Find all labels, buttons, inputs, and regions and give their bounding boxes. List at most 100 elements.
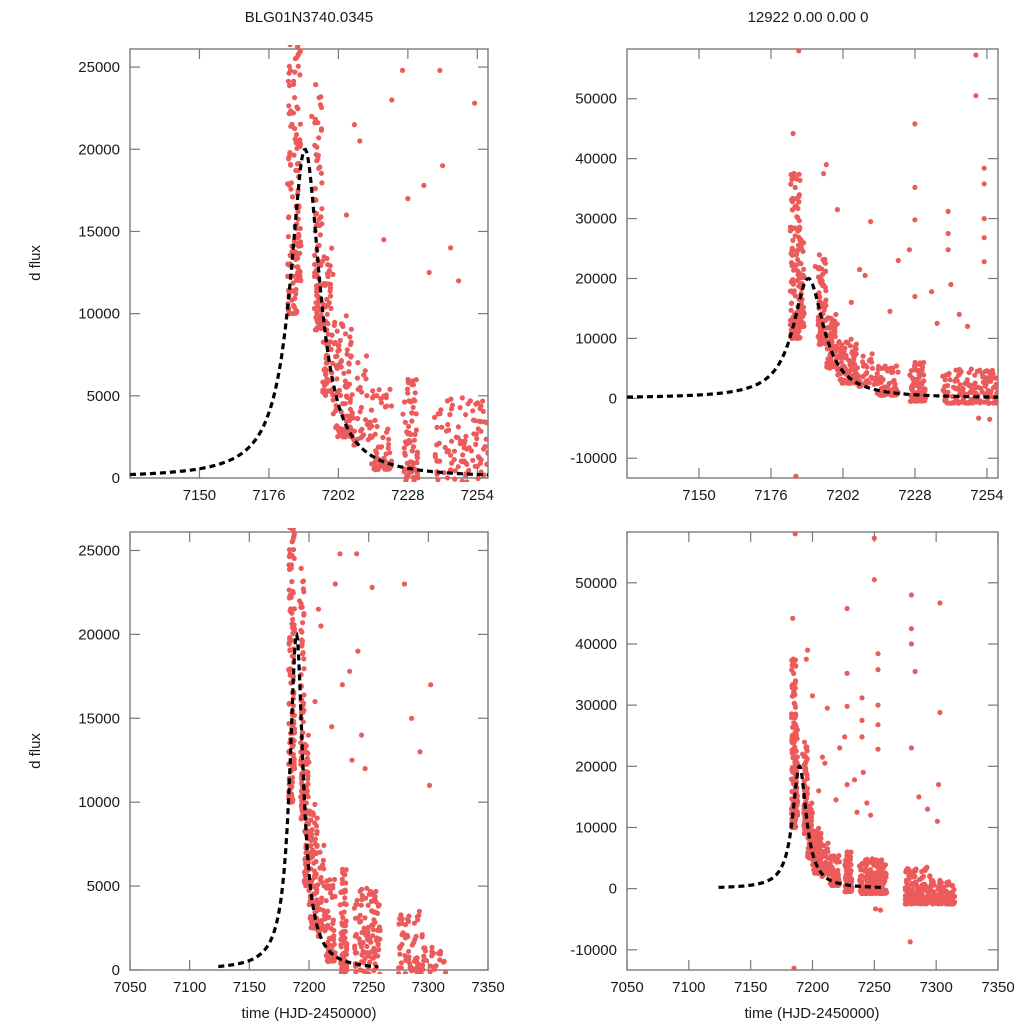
data-point: [445, 421, 451, 428]
data-point: [298, 740, 304, 746]
data-point: [290, 757, 296, 763]
x-tick-label: 7050: [113, 979, 146, 996]
data-point: [867, 867, 874, 873]
data-point: [286, 668, 292, 674]
data-point: [912, 184, 918, 190]
data-point: [368, 434, 374, 441]
data-point: [460, 452, 466, 458]
data-point: [346, 418, 352, 424]
data-point: [303, 850, 309, 856]
data-point: [363, 895, 369, 901]
data-point: [800, 272, 806, 278]
data-point: [324, 376, 330, 382]
data-point: [937, 880, 943, 887]
data-point: [463, 433, 469, 439]
data-point: [821, 848, 827, 855]
y-tick-label: 10000: [575, 819, 617, 836]
data-point: [296, 233, 302, 239]
data-point: [879, 392, 885, 398]
data-point: [414, 471, 420, 477]
data-point: [336, 387, 342, 393]
data-point: [353, 902, 359, 908]
data-point: [315, 606, 322, 612]
data-point: [310, 899, 316, 905]
panel-top-right: 7150 7176 7202 7228 7254 -10000 0 10000 20000 300…: [570, 48, 1004, 504]
data-point: [315, 906, 321, 912]
data-point: [880, 865, 886, 871]
data-point: [344, 351, 350, 357]
data-point: [298, 565, 304, 572]
data-point: [310, 925, 317, 931]
data-point: [964, 377, 970, 383]
data-point: [313, 858, 319, 865]
data-point: [339, 682, 345, 688]
data-point: [472, 100, 478, 106]
data-point: [846, 864, 852, 871]
data-point: [946, 895, 952, 901]
data-point: [330, 882, 336, 888]
data-point: [464, 479, 470, 482]
data-point: [803, 656, 809, 662]
data-point: [343, 944, 350, 950]
data-point: [328, 935, 334, 941]
data-point: [787, 228, 794, 234]
data-point: [285, 261, 291, 267]
panel-top-left: 7150 7176 7202 7228 7254 0 5000 10000 15000 20000…: [78, 45, 494, 504]
data-point: [947, 377, 953, 383]
data-point: [964, 323, 971, 329]
data-point: [370, 933, 376, 939]
data-point: [934, 320, 940, 326]
data-point: [336, 342, 342, 348]
data-point: [461, 458, 467, 464]
data-point: [481, 419, 487, 425]
data-point: [916, 794, 922, 800]
data-point: [322, 382, 328, 388]
data-point: [308, 843, 314, 849]
data-point: [301, 611, 307, 617]
data-point: [917, 876, 923, 883]
data-point: [793, 473, 799, 479]
data-point: [289, 194, 296, 200]
x-tick-label: 7228: [898, 487, 931, 504]
data-point: [949, 900, 955, 907]
data-point: [920, 894, 926, 900]
data-point: [339, 876, 345, 882]
data-point: [340, 434, 346, 440]
data-point: [332, 581, 338, 587]
data-point: [849, 362, 855, 368]
data-point: [338, 936, 344, 943]
data-point: [913, 897, 919, 904]
data-point: [790, 615, 796, 621]
data-point: [455, 464, 461, 470]
data-point: [319, 180, 325, 186]
data-point: [847, 343, 853, 349]
data-point: [881, 880, 887, 887]
data-point: [447, 467, 454, 473]
data-point: [362, 766, 368, 772]
x-tick-label: 7350: [471, 979, 504, 996]
data-point: [441, 958, 447, 964]
data-point: [796, 192, 803, 198]
data-point: [838, 351, 845, 357]
data-point: [293, 249, 299, 255]
data-point: [847, 856, 853, 863]
data-point: [287, 150, 293, 156]
y-tick-label: -10000: [570, 942, 617, 959]
data-point: [835, 867, 841, 874]
x-tick-label: 7100: [173, 979, 206, 996]
data-point: [368, 949, 374, 955]
data-point: [934, 818, 941, 824]
data-point: [913, 879, 919, 885]
data-point: [834, 859, 840, 865]
data-point: [457, 441, 463, 447]
data-point: [411, 397, 417, 403]
data-point: [924, 806, 931, 812]
data-point: [437, 951, 443, 957]
data-point: [334, 376, 340, 382]
data-point: [981, 181, 987, 187]
data-point: [875, 651, 881, 657]
data-point: [868, 219, 874, 225]
data-point: [789, 740, 795, 746]
data-point: [288, 186, 294, 192]
data-point: [305, 776, 311, 782]
